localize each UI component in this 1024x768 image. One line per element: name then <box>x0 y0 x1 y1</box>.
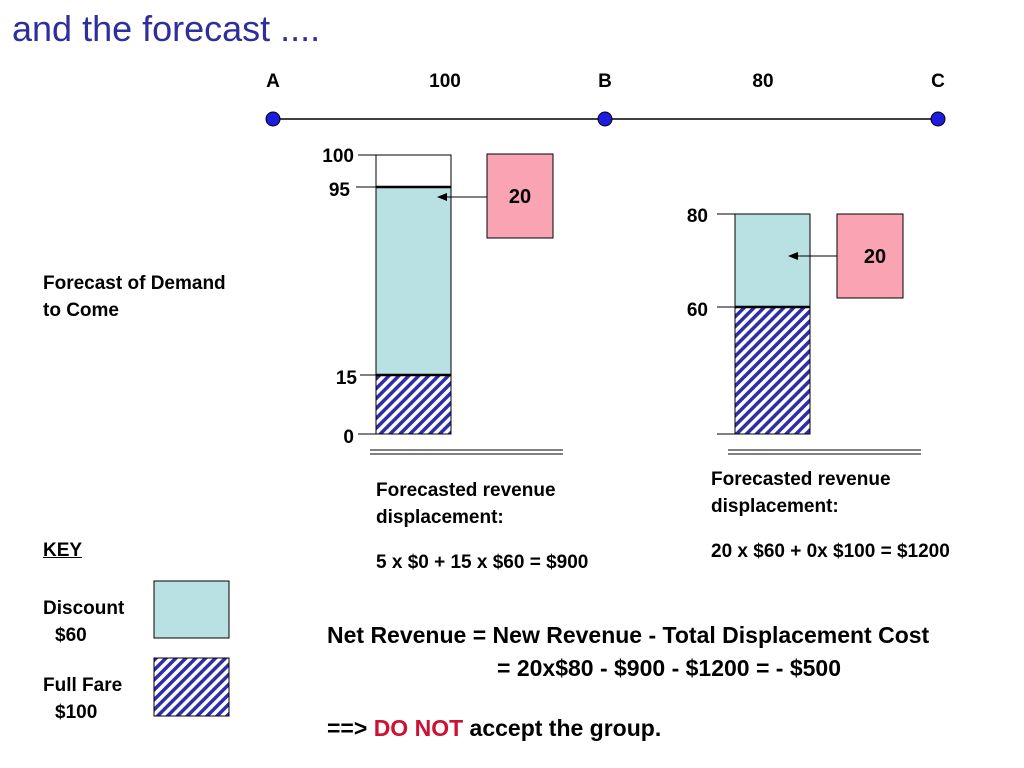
right-bar <box>717 213 921 455</box>
right-tick-80: 80 <box>686 206 708 227</box>
route-node-b <box>597 111 613 127</box>
route-node-c <box>930 111 946 127</box>
key-discount-label: Discount $60 <box>43 598 125 646</box>
route-point-c-label: C <box>931 71 945 92</box>
left-bar-empty-segment <box>375 154 452 188</box>
left-group-box <box>486 153 554 239</box>
left-tick-100: 100 <box>322 146 354 167</box>
slide-title: and the forecast .... <box>12 8 321 49</box>
route-leg-ab-label: 100 <box>429 71 461 92</box>
right-group-box <box>836 213 904 299</box>
route-leg-bc-label: 80 <box>752 71 774 92</box>
right-bar-fullfare-segment <box>734 306 811 435</box>
forecast-side-label: Forecast of Demand to Come <box>43 273 226 321</box>
right-group-size-label: 20 <box>863 246 887 268</box>
left-tick-0: 0 <box>343 427 354 448</box>
left-tick-15: 15 <box>335 368 357 389</box>
right-formula: 20 x $60 + 0x $100 = $1200 <box>711 541 950 562</box>
right-tick-60: 60 <box>686 300 708 321</box>
left-tick-95: 95 <box>328 180 350 201</box>
key-discount-swatch <box>153 580 230 639</box>
left-formula: 5 x $0 + 15 x $60 = $900 <box>376 552 589 573</box>
right-arrow-head <box>788 252 798 260</box>
left-caption: Forecasted revenue displacement: 5 x $0 … <box>376 477 588 576</box>
key-fullfare-swatch <box>153 657 230 717</box>
left-group-size-label: 20 <box>508 186 532 208</box>
left-bar <box>356 153 563 455</box>
right-caption: Forecasted revenue displacement: 20 x $6… <box>711 466 950 565</box>
conclusion-highlight: DO NOT <box>373 715 464 741</box>
net-revenue-result: = 20x$80 - $900 - $1200 = - $500 <box>497 655 842 681</box>
right-bar-discount-segment <box>734 213 811 308</box>
route-node-a <box>265 111 281 127</box>
route-point-a-label: A <box>266 71 280 92</box>
key-fullfare-label: Full Fare $100 <box>43 675 123 723</box>
conclusion: ==> DO NOT accept the group. <box>327 715 662 741</box>
net-revenue-equation: Net Revenue = New Revenue - Total Displa… <box>327 622 930 648</box>
route-point-b-label: B <box>598 71 612 92</box>
left-arrow-head <box>437 193 447 201</box>
key-heading: KEY <box>43 540 83 561</box>
left-bar-discount-segment <box>375 186 452 376</box>
left-bar-fullfare-segment <box>375 374 452 435</box>
